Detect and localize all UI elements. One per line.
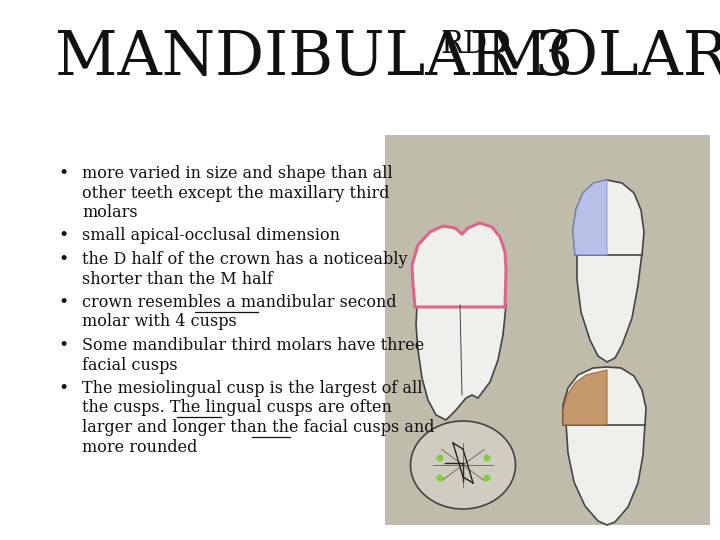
Text: •: •: [58, 337, 68, 354]
Bar: [385, 135, 710, 525]
Polygon shape: [573, 180, 607, 255]
Ellipse shape: [410, 421, 516, 509]
Polygon shape: [416, 305, 506, 420]
Circle shape: [436, 475, 444, 482]
Text: •: •: [58, 294, 68, 311]
Text: shorter than the M half: shorter than the M half: [82, 271, 273, 287]
Text: The mesiolingual cusp is the largest of all: The mesiolingual cusp is the largest of …: [82, 380, 423, 397]
Text: MOLAR: MOLAR: [466, 28, 720, 88]
Polygon shape: [573, 180, 644, 255]
Polygon shape: [563, 367, 646, 425]
Text: •: •: [58, 227, 68, 245]
Text: •: •: [58, 251, 68, 268]
Text: more varied in size and shape than all: more varied in size and shape than all: [82, 165, 392, 182]
Text: crown resembles a mandibular second: crown resembles a mandibular second: [82, 294, 397, 311]
Text: small apical-occlusal dimension: small apical-occlusal dimension: [82, 227, 340, 245]
Text: •: •: [58, 380, 68, 397]
Text: larger and longer than the facial cusps and: larger and longer than the facial cusps …: [82, 419, 434, 436]
Circle shape: [436, 455, 444, 462]
Text: other teeth except the maxillary third: other teeth except the maxillary third: [82, 185, 390, 201]
Polygon shape: [577, 253, 642, 362]
Text: MANDIBULAR 3: MANDIBULAR 3: [55, 28, 574, 88]
Polygon shape: [566, 423, 645, 525]
Text: the D half of the crown has a noticeably: the D half of the crown has a noticeably: [82, 251, 408, 268]
Text: RD: RD: [440, 29, 487, 60]
Text: facial cusps: facial cusps: [82, 356, 178, 374]
Polygon shape: [563, 370, 607, 425]
Circle shape: [484, 475, 490, 482]
Text: •: •: [58, 165, 68, 182]
Circle shape: [484, 455, 490, 462]
Text: more rounded: more rounded: [82, 438, 197, 456]
Text: Some mandibular third molars have three: Some mandibular third molars have three: [82, 337, 424, 354]
Text: molars: molars: [82, 204, 138, 221]
Text: molar with 4 cusps: molar with 4 cusps: [82, 314, 237, 330]
Polygon shape: [412, 223, 506, 307]
Text: the cusps. The lingual cusps are often: the cusps. The lingual cusps are often: [82, 400, 392, 416]
